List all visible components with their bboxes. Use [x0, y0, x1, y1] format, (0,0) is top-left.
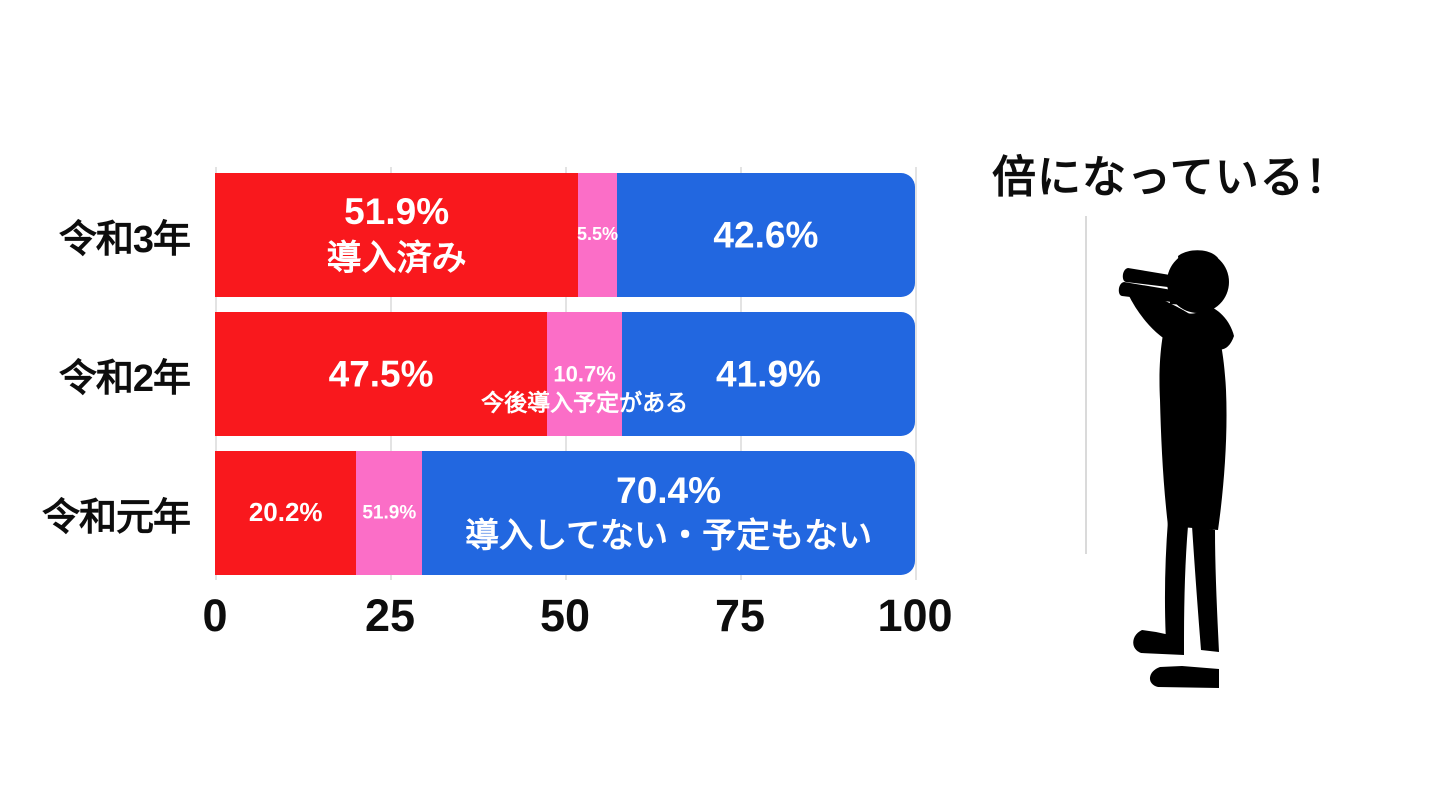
segment-label: 5.5% — [577, 224, 618, 246]
segment-not-planned: 41.9% — [621, 312, 915, 436]
segment-label: 47.5% — [329, 351, 434, 396]
segment-label: 51.9% 導入済み — [327, 189, 467, 281]
bar-row-reiwa3: 51.9% 導入済み 5.5% 42.6% — [215, 173, 915, 297]
divider-line — [1085, 216, 1087, 554]
x-tick-100: 100 — [877, 590, 953, 641]
annotation-headline: 倍になっている！ — [992, 153, 1350, 202]
segment-installed: 47.5% — [215, 312, 548, 436]
gridline-100 — [915, 167, 917, 580]
segment-label: 41.9% — [716, 351, 821, 396]
binoculars-person-silhouette-icon — [1118, 250, 1234, 688]
segment-label: 70.4% 導入してない・予定もない — [465, 468, 872, 558]
segment-installed: 20.2% — [215, 451, 357, 575]
segment-not-planned: 70.4% 導入してない・予定もない — [422, 451, 915, 575]
segment-value: 20.2% — [248, 497, 323, 528]
segment-planned: 10.7% 今後導入予定がある — [481, 312, 688, 436]
segment-value: 42.6% — [713, 214, 819, 256]
segment-not-planned: 42.6% — [616, 173, 915, 297]
bar-row-reiwa-gan: 20.2% 51.9% 70.4% 導入してない・予定もない — [215, 451, 915, 575]
segment-label: 42.6% — [713, 212, 818, 257]
x-tick-25: 25 — [364, 590, 416, 641]
segment-caption: 導入してない・予定もない — [465, 517, 873, 556]
bar-row-reiwa2: 47.5% 10.7% 今後導入予定がある 41.9% — [215, 312, 915, 436]
segment-value: 5.5% — [577, 224, 619, 245]
segment-value: 70.4% — [616, 470, 722, 512]
category-label-reiwa-gan: 令和元年 — [41, 496, 191, 539]
segment-value: 51.9% — [362, 502, 417, 524]
segment-installed: 51.9% 導入済み — [215, 173, 579, 297]
segment-label: 51.9% — [362, 501, 416, 524]
segment-value: 51.9% — [344, 191, 450, 233]
x-tick-0: 0 — [202, 590, 228, 641]
segment-value: 41.9% — [716, 353, 821, 395]
segment-planned: 51.9% — [356, 451, 423, 575]
segment-caption: 導入済み — [326, 239, 467, 279]
x-tick-50: 50 — [539, 590, 591, 641]
segment-value: 47.5% — [328, 353, 434, 395]
segment-label: 10.7% 今後導入予定がある — [481, 362, 688, 417]
category-label-reiwa3: 令和3年 — [58, 218, 191, 261]
bar-chart-plot: 51.9% 導入済み 5.5% 42.6% 47.5% — [215, 173, 915, 575]
segment-label: 20.2% — [249, 497, 323, 529]
segment-planned: 5.5% — [577, 173, 618, 297]
category-label-reiwa2: 令和2年 — [58, 357, 191, 400]
segment-caption: 今後導入予定がある — [481, 389, 689, 416]
x-tick-75: 75 — [714, 590, 766, 641]
segment-value: 10.7% — [553, 361, 616, 387]
